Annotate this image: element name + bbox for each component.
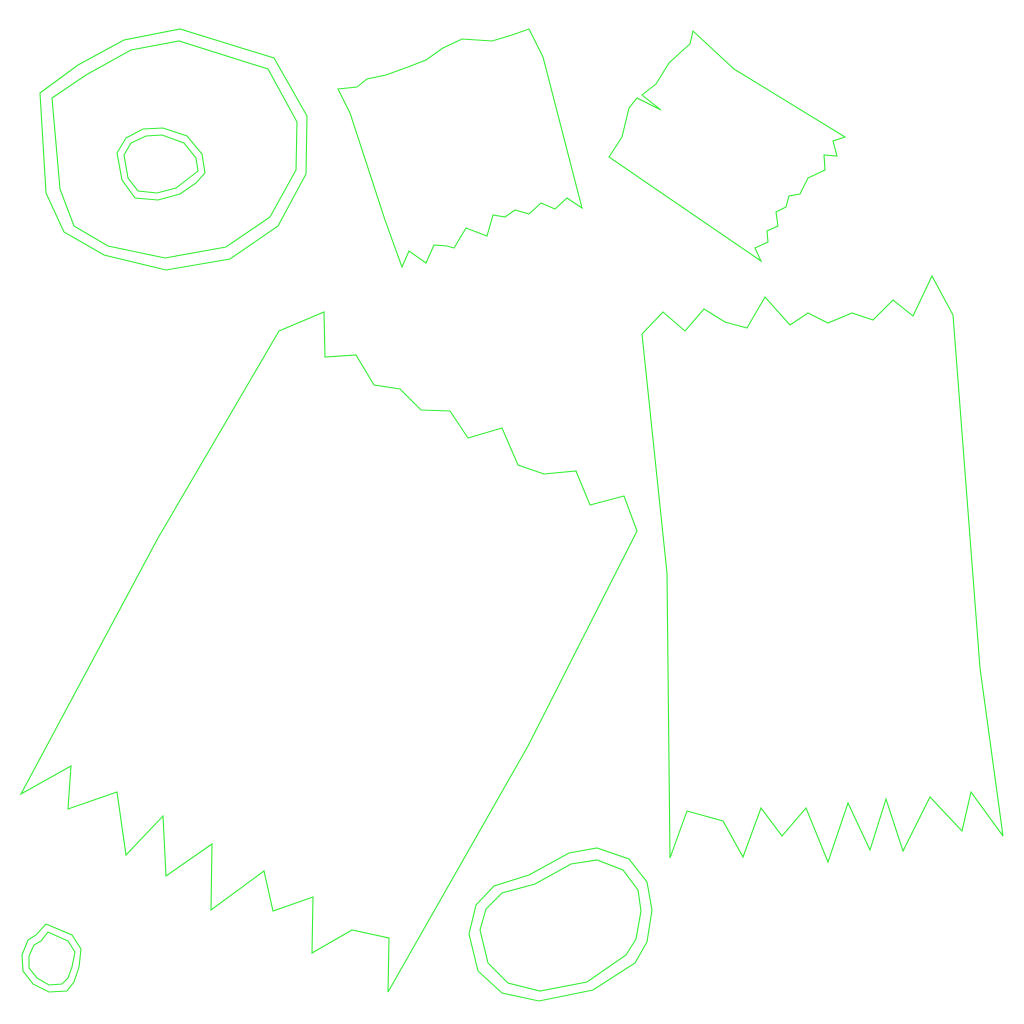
ring-bottom-center <box>468 847 653 1002</box>
torn-piece-large-right <box>641 274 1004 864</box>
ring-bottom-center-inner <box>479 859 642 992</box>
torn-piece-top-center <box>337 28 583 269</box>
ring-bottom-center-outer <box>468 847 653 1002</box>
ring-top-left-hole-inner <box>123 134 199 194</box>
ring-top-left-hole-outer <box>116 127 206 201</box>
ring-top-left-inner <box>51 40 298 259</box>
torn-piece-top-right <box>608 29 847 263</box>
ring-top-left <box>39 28 308 271</box>
torn-piece-large-left <box>19 311 638 993</box>
ring-bottom-left-small <box>21 923 82 993</box>
ring-bottom-left-small-inner <box>28 931 76 986</box>
ring-bottom-left-small-outer <box>21 923 82 993</box>
ring-top-left-outer <box>39 28 308 271</box>
